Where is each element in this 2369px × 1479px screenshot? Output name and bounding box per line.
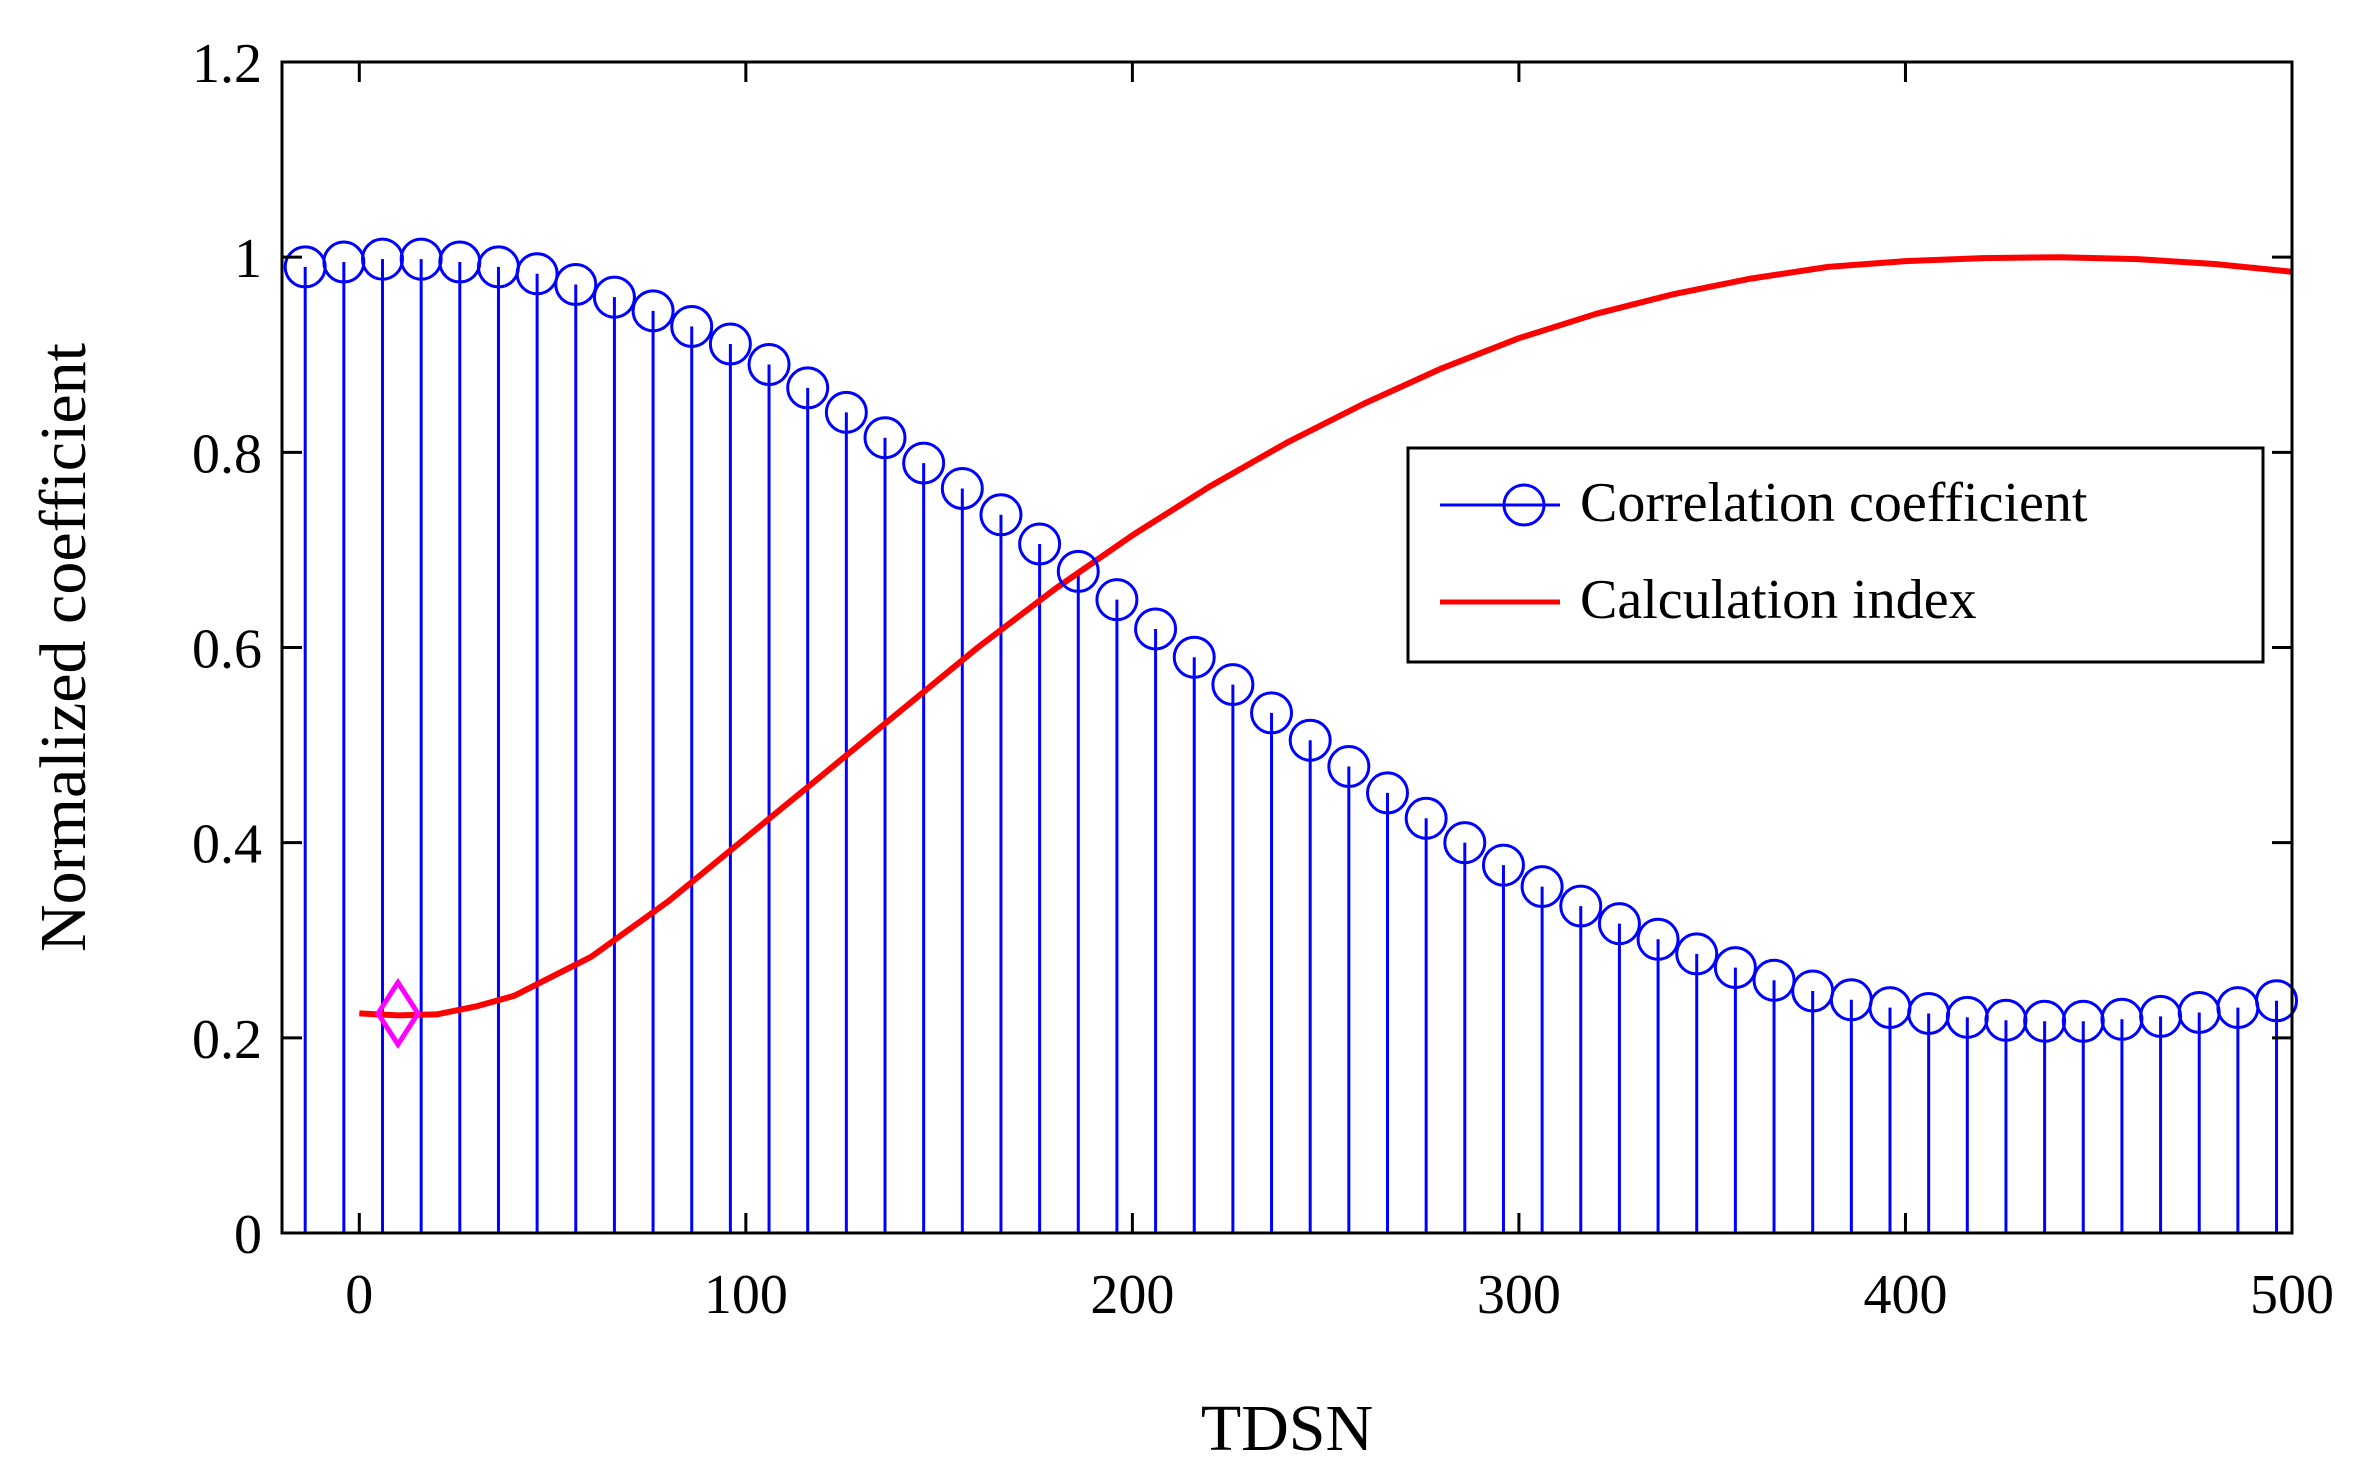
- stem-marker-14: [824, 390, 868, 434]
- stem-marker-15: [863, 416, 907, 460]
- stem-marker-12: [747, 343, 791, 387]
- legend-marker-correlation: [1502, 483, 1546, 527]
- stem-marker-24: [1211, 663, 1255, 707]
- stem-marker-51: [2255, 979, 2299, 1023]
- x-axis-title: TDSN: [1201, 1392, 1373, 1465]
- stem-marker-21: [1095, 578, 1139, 622]
- stem-marker-6: [515, 252, 559, 296]
- stem-marker-10: [670, 304, 714, 348]
- stem-marker-26: [1288, 718, 1332, 762]
- axes-layer: 0 100 200 300 400 500 0 0.2 0.4 0.6 0.8 1 1.2: [192, 33, 2334, 1326]
- y-tick-label-4: 0.8: [192, 423, 262, 485]
- stem-marker-20: [1056, 549, 1100, 593]
- legend: Correlation coefficient Calculation inde…: [1406, 446, 2265, 664]
- stem-marker-29: [1404, 796, 1448, 840]
- stem-marker-32: [1520, 865, 1564, 909]
- stem-marker-33: [1559, 884, 1603, 928]
- stem-marker-30: [1443, 821, 1487, 865]
- stem-marker-36: [1675, 932, 1719, 976]
- y-tick-label-6: 1.2: [192, 33, 262, 95]
- stem-marker-19: [1018, 522, 1062, 566]
- stem-marker-27: [1327, 745, 1371, 789]
- stem-marker-13: [786, 366, 830, 410]
- stem-marker-8: [592, 275, 636, 319]
- x-tick-label-2: 200: [1090, 1264, 1174, 1326]
- x-tick-label-0: 0: [345, 1264, 373, 1326]
- diamond-marker-0: [374, 977, 421, 1050]
- stem-marker-7: [554, 262, 598, 306]
- y-tick-label-1: 0.2: [192, 1009, 262, 1071]
- legend-label-calculation: Calculation index: [1580, 569, 1977, 631]
- legend-label-correlation: Correlation coefficient: [1580, 472, 2088, 534]
- stem-marker-23: [1172, 635, 1216, 679]
- x-tick-label-3: 300: [1477, 1264, 1561, 1326]
- stem-marker-16: [902, 441, 946, 485]
- y-tick-label-2: 0.4: [192, 814, 262, 876]
- stem-marker-34: [1597, 902, 1641, 946]
- x-tick-label-4: 400: [1863, 1264, 1947, 1326]
- x-tick-label-1: 100: [704, 1264, 788, 1326]
- stem-marker-31: [1481, 843, 1525, 887]
- stem-marker-9: [631, 289, 675, 333]
- y-axis-title: Normalized coefficient: [27, 343, 100, 952]
- plot-layer: [283, 237, 2299, 1233]
- x-tick-label-5: 500: [2250, 1264, 2334, 1326]
- stem-marker-17: [940, 466, 984, 510]
- y-tick-label-0: 0: [234, 1204, 262, 1266]
- stem-marker-25: [1250, 691, 1294, 735]
- stem-marker-37: [1713, 946, 1757, 990]
- stem-marker-38: [1752, 958, 1796, 1002]
- stem-marker-18: [979, 493, 1023, 537]
- calculation-index-line: [359, 254, 2293, 1019]
- stem-marker-22: [1134, 607, 1178, 651]
- y-tick-label-5: 1: [234, 228, 262, 290]
- stem-marker-11: [708, 322, 752, 366]
- stem-marker-28: [1366, 771, 1409, 815]
- y-tick-label-3: 0.6: [192, 619, 262, 681]
- stem-marker-35: [1636, 917, 1680, 961]
- legend-box: [1406, 446, 2265, 664]
